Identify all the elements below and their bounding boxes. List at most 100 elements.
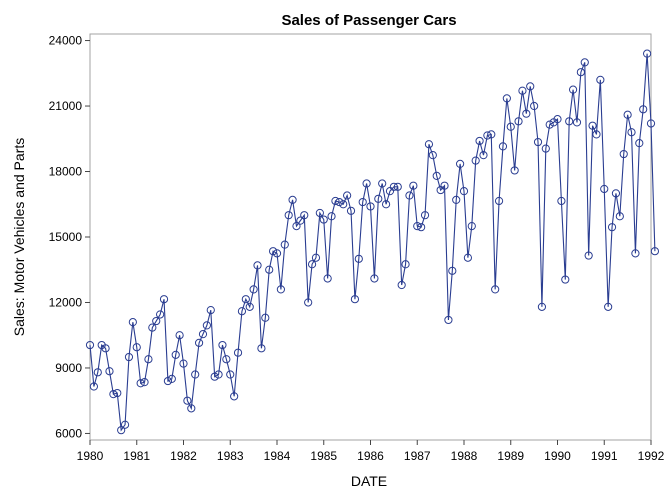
data-point [327, 212, 336, 221]
data-point [643, 49, 652, 58]
data-point [191, 370, 200, 379]
data-point [370, 274, 379, 283]
data-point [257, 344, 266, 353]
data-point [467, 221, 476, 231]
data-point [522, 109, 531, 118]
data-point [163, 376, 173, 386]
x-tick-label: 1988 [451, 449, 478, 463]
data-point [319, 215, 328, 224]
data-point [381, 200, 391, 209]
y-axis: 6000 9000 12000 15000 18000 21000 24000 [49, 34, 90, 440]
data-point [214, 370, 223, 379]
data-point [553, 115, 562, 124]
data-point [557, 196, 566, 206]
data-point [424, 140, 434, 149]
x-tick-label: 1982 [170, 449, 197, 463]
data-point [615, 212, 624, 221]
data-point [136, 379, 145, 388]
data-point [565, 117, 574, 126]
data-point [428, 151, 437, 160]
x-tick-label: 1990 [544, 449, 571, 463]
x-tick-label: 1983 [217, 449, 244, 463]
data-point [650, 247, 660, 256]
data-point [432, 171, 441, 180]
data-point [156, 310, 165, 319]
data-point [362, 179, 371, 188]
data-point [494, 196, 504, 206]
data-point [358, 197, 367, 207]
data-point [105, 367, 114, 376]
data-point [537, 302, 547, 311]
data-point [144, 355, 153, 364]
data-point [366, 202, 375, 211]
y-tick-label: 6000 [55, 426, 82, 440]
data-point [584, 251, 593, 260]
data-point [471, 156, 480, 165]
data-point [576, 68, 585, 77]
data-point [343, 191, 352, 200]
data-point [292, 221, 301, 231]
data-point [323, 274, 332, 283]
x-tick-label: 1991 [591, 449, 618, 463]
x-tick-label: 1984 [264, 449, 291, 463]
series-line [89, 53, 656, 432]
x-axis: 1980 1981 1982 1983 1984 1985 1986 1987 1988 1989… [77, 440, 665, 463]
data-point [378, 179, 387, 188]
data-point [198, 330, 208, 339]
data-point [397, 280, 406, 290]
data-point [568, 85, 578, 94]
data-point [210, 372, 219, 381]
y-tick-label: 24000 [49, 34, 83, 48]
x-tick-label: 1985 [310, 449, 337, 463]
data-point [506, 122, 515, 131]
data-point [561, 275, 570, 284]
data-point [117, 426, 126, 435]
data-point [296, 216, 305, 225]
data-point [311, 253, 321, 262]
data-point [592, 130, 601, 139]
x-axis-label: DATE [351, 473, 387, 489]
data-point [611, 189, 621, 198]
data-point [109, 390, 118, 399]
data-point [374, 194, 383, 203]
data-point [572, 118, 582, 127]
data-point [148, 323, 157, 332]
x-tick-label: 1980 [77, 449, 104, 463]
data-point [265, 265, 274, 274]
data-point [85, 340, 95, 350]
data-point [491, 285, 500, 294]
data-point [124, 352, 134, 362]
data-point [510, 166, 519, 175]
data-point [393, 182, 402, 191]
data-point [140, 378, 149, 387]
data-point [401, 260, 410, 269]
data-point [487, 130, 496, 139]
y-axis-label: Sales: Motor Vehicles and Parts [11, 138, 27, 336]
data-point [448, 266, 457, 275]
x-tick-label: 1987 [404, 449, 431, 463]
data-point [533, 137, 543, 147]
data-point [288, 195, 297, 204]
data-point [237, 307, 247, 316]
data-point [631, 249, 640, 258]
data-point [113, 388, 122, 398]
data-point [269, 247, 278, 256]
data-point [518, 86, 527, 95]
y-tick-label: 21000 [49, 99, 83, 113]
data-point [600, 184, 609, 194]
data-point [167, 374, 176, 383]
data-point [101, 344, 110, 353]
data-point [249, 285, 258, 294]
data-point [307, 260, 317, 269]
data-point [459, 187, 469, 196]
data-point [187, 404, 196, 413]
chart-title: Sales of Passenger Cars [281, 12, 456, 29]
y-tick-label: 18000 [49, 165, 83, 179]
data-point [226, 370, 235, 379]
data-point [222, 355, 231, 364]
data-point [498, 142, 508, 151]
data-point [261, 313, 270, 322]
data-point [128, 318, 137, 327]
data-point [280, 240, 289, 249]
data-point [623, 110, 632, 119]
